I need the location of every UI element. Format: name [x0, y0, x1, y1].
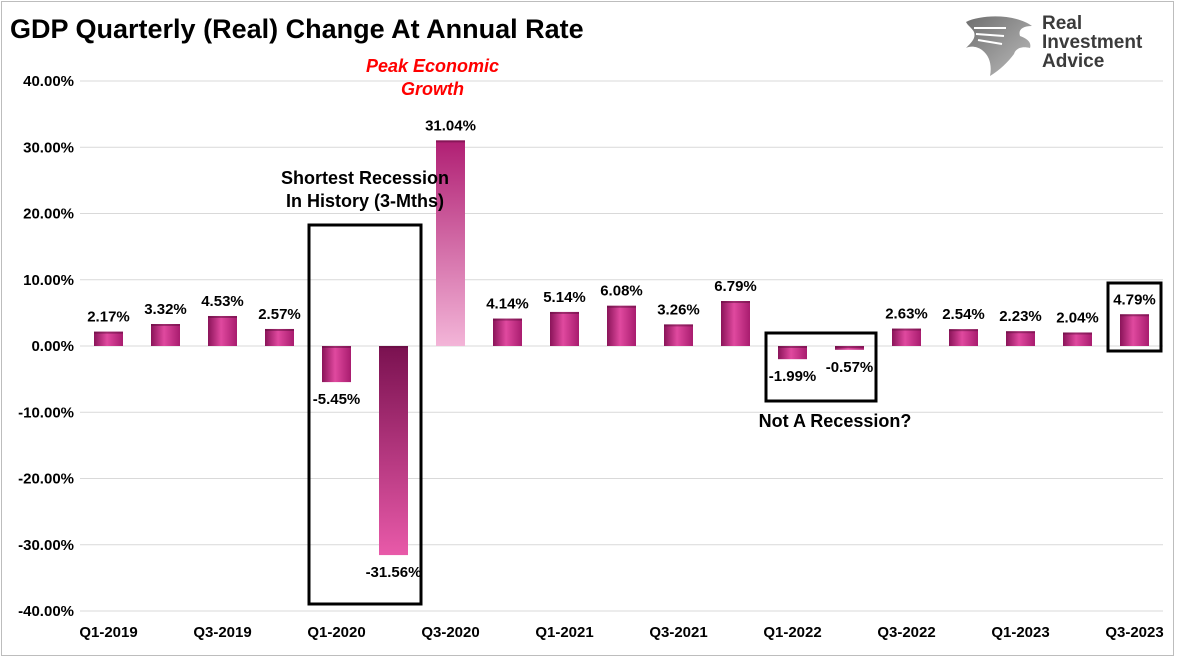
bar	[778, 346, 807, 360]
annotation-not-recession: Not A Recession?	[759, 411, 912, 431]
bar-edge	[1120, 314, 1149, 317]
logo-text: Real Investment Advice	[1042, 14, 1142, 71]
annotations: Peak Economic Growth Shortest Recession In …	[281, 56, 1163, 606]
logo-line-3: Advice	[1042, 51, 1105, 72]
bar	[322, 346, 351, 383]
annotation-recession: In History (3-Mths)	[286, 191, 444, 211]
bar-edge	[379, 346, 408, 348]
data-label: 3.26%	[657, 301, 700, 318]
bar	[550, 311, 579, 346]
x-tick-label: Q3-2021	[649, 624, 707, 641]
x-tick-label: Q1-2021	[535, 624, 593, 641]
bar	[721, 301, 750, 346]
x-tick-label: Q1-2022	[763, 624, 821, 641]
recession-box	[307, 223, 423, 606]
bar	[493, 318, 522, 346]
y-tick-label: -10.00%	[18, 404, 74, 421]
x-tick-label: Q3-2023	[1105, 624, 1163, 641]
x-tick-label: Q3-2022	[877, 624, 935, 641]
x-tick-label: Q1-2020	[307, 624, 365, 641]
x-tick-label: Q1-2019	[79, 624, 137, 641]
y-tick-label: 0.00%	[31, 338, 74, 355]
x-tick-label: Q1-2023	[991, 624, 1049, 641]
bar	[664, 324, 693, 346]
bar	[436, 140, 465, 346]
bar	[94, 331, 123, 346]
data-label: 4.79%	[1113, 291, 1156, 308]
data-label: -31.56%	[366, 564, 422, 581]
bar-edge	[265, 328, 294, 331]
x-tick-label: Q3-2020	[421, 624, 479, 641]
data-label: 2.04%	[1056, 309, 1099, 326]
data-label: -0.57%	[826, 359, 874, 376]
bar-edge	[1006, 331, 1035, 334]
bar	[1120, 314, 1149, 346]
bar-edge	[664, 324, 693, 327]
y-tick-label: 10.00%	[23, 272, 74, 289]
data-label: 2.17%	[87, 309, 130, 326]
y-tick-label: 40.00%	[23, 73, 74, 90]
bar	[379, 346, 408, 556]
bar-edge	[94, 331, 123, 334]
x-tick-label: Q3-2019	[193, 624, 251, 641]
y-tick-label: 20.00%	[23, 206, 74, 223]
bar-edge	[721, 301, 750, 304]
data-label: 2.63%	[885, 306, 928, 323]
bar-edge	[892, 328, 921, 331]
bar	[607, 305, 636, 346]
data-labels: 2.17% 3.32% 4.53% 2.57% -5.45% -31.56% 31.04% 4…	[87, 117, 1156, 581]
bar-edge	[208, 315, 237, 318]
bar-edge	[550, 311, 579, 314]
bar-edge	[835, 346, 864, 348]
bar	[151, 324, 180, 346]
data-label: -1.99%	[769, 368, 817, 385]
bar-edge	[1063, 332, 1092, 335]
annotation-peak: Growth	[401, 79, 464, 99]
y-tick-label: 30.00%	[23, 139, 74, 156]
data-label: 4.14%	[486, 296, 529, 313]
bar	[1006, 331, 1035, 346]
x-axis-ticks: Q1-2019 Q3-2019 Q1-2020 Q3-2020 Q1-2021 Q3-20…	[79, 624, 1163, 641]
data-label: 31.04%	[425, 117, 476, 134]
y-tick-label: -20.00%	[18, 471, 74, 488]
not-recession-box	[764, 331, 878, 403]
annotation-peak: Peak Economic	[366, 56, 499, 76]
y-axis-ticks: 40.00% 30.00% 20.00% 10.00% 0.00% -10.00% -20.…	[18, 73, 74, 620]
bar	[265, 328, 294, 346]
bar-edge	[436, 140, 465, 143]
chart-title: GDP Quarterly (Real) Change At Annual Ra…	[10, 14, 584, 44]
data-label: 2.23%	[999, 308, 1042, 325]
data-label: 2.57%	[258, 306, 301, 323]
bar	[892, 328, 921, 346]
bar-edge	[493, 318, 522, 321]
data-label: 5.14%	[543, 289, 586, 306]
logo-line-2: Investment	[1042, 32, 1143, 53]
bar-edge	[607, 305, 636, 308]
bar-edge	[778, 346, 807, 348]
y-tick-label: -30.00%	[18, 537, 74, 554]
bar-edge	[151, 324, 180, 327]
eagle-head-icon	[966, 16, 1032, 76]
data-label: 3.32%	[144, 301, 187, 318]
data-label: 6.79%	[714, 278, 757, 295]
data-label: -5.45%	[313, 391, 361, 408]
bars	[94, 140, 1149, 556]
gridlines	[80, 80, 1163, 612]
data-label: 6.08%	[600, 283, 643, 300]
bar	[1063, 332, 1092, 346]
bar-edge	[322, 346, 351, 348]
annotation-recession: Shortest Recession	[281, 168, 449, 188]
bar	[208, 315, 237, 346]
bar	[949, 329, 978, 346]
data-label: 4.53%	[201, 293, 244, 310]
bar-edge	[949, 329, 978, 332]
y-tick-label: -40.00%	[18, 603, 74, 620]
latest-quarter-box	[1106, 281, 1163, 353]
data-label: 2.54%	[942, 306, 985, 323]
logo-line-1: Real	[1042, 13, 1083, 34]
